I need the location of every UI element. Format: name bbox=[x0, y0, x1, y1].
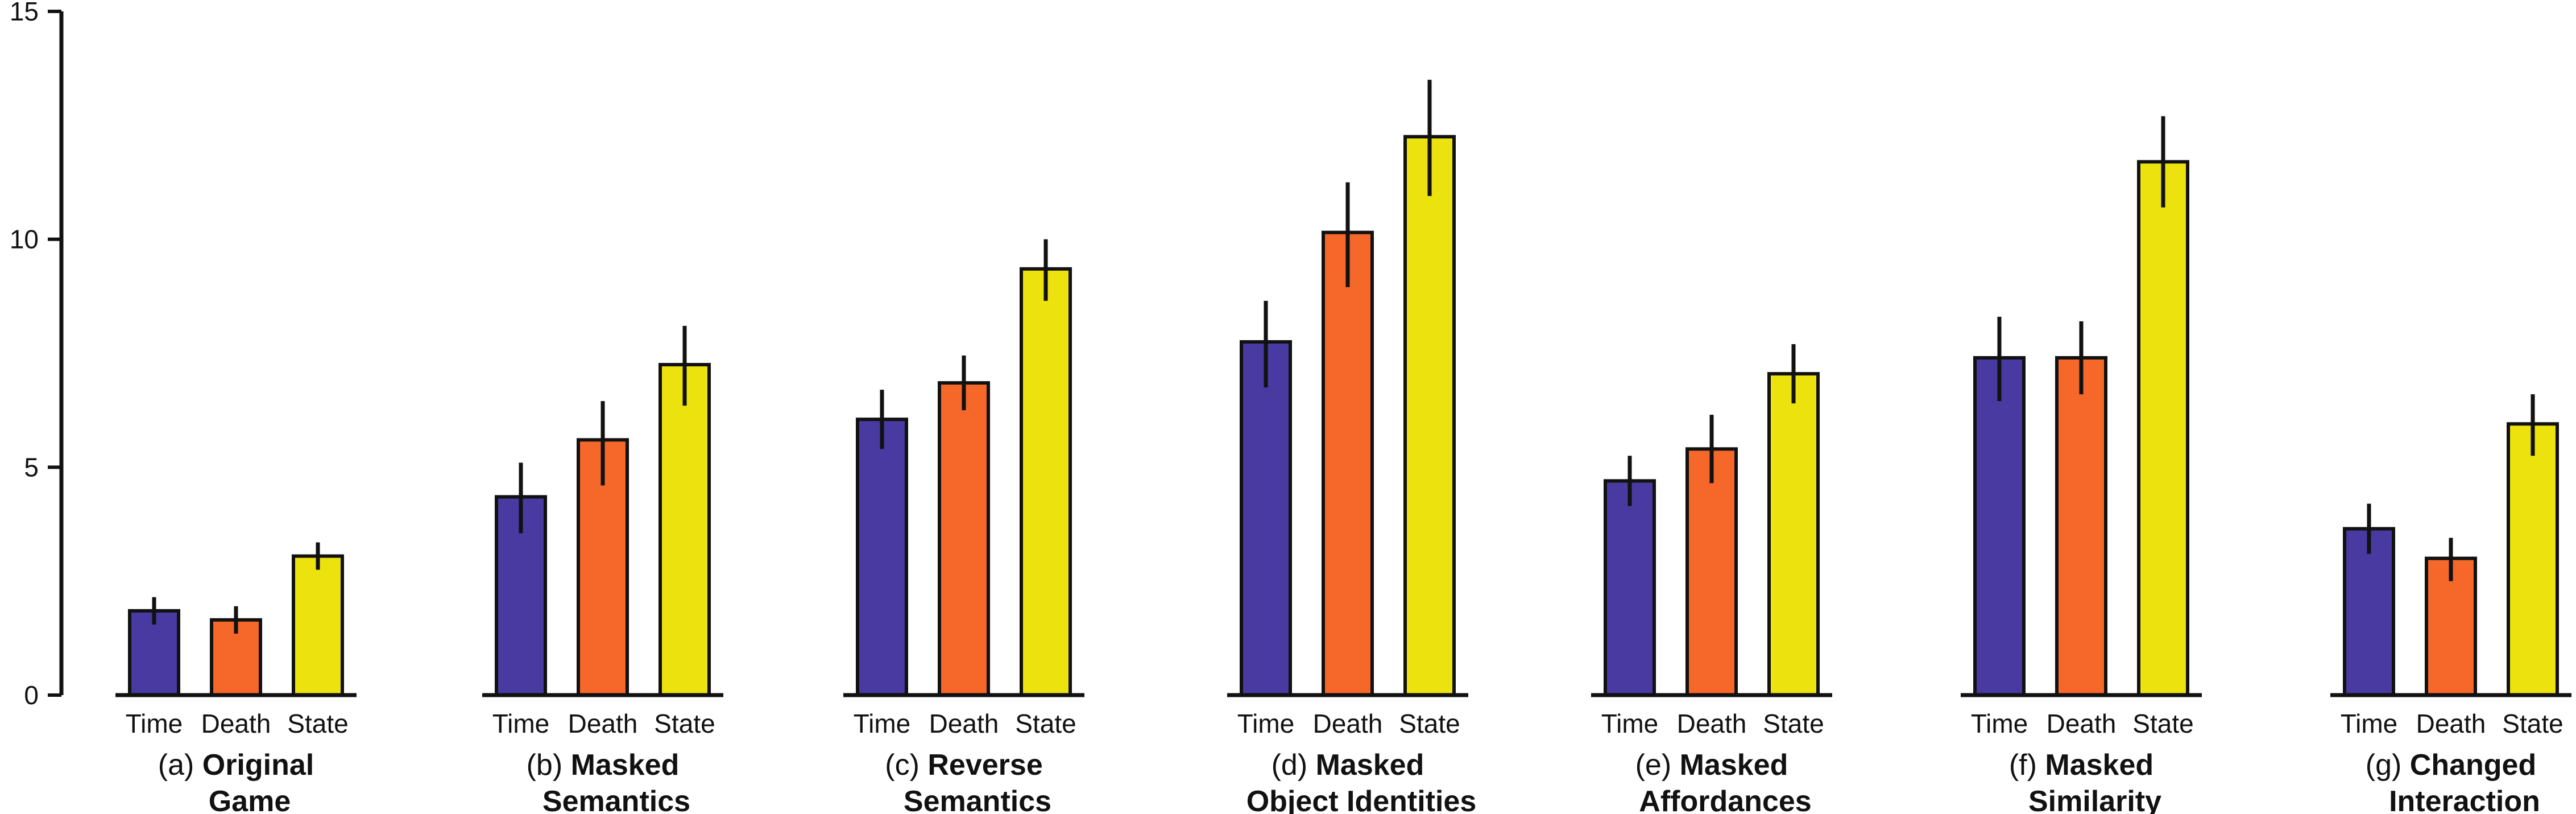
group-caption-line2: Interaction bbox=[2389, 785, 2540, 814]
category-label: State bbox=[2132, 709, 2193, 738]
group-caption-line1: (b) Masked bbox=[527, 749, 680, 782]
bar-state bbox=[1767, 372, 1820, 697]
bar-state bbox=[1403, 135, 1456, 697]
y-tick-label: 15 bbox=[10, 0, 39, 26]
category-label: Time bbox=[1237, 709, 1295, 738]
category-label: Death bbox=[2047, 709, 2117, 738]
group-title: Masked bbox=[2045, 749, 2153, 782]
bar-group: Time Death State (e) Masked Affordances bbox=[1591, 344, 1832, 814]
group-caption-line1: (a) Original bbox=[158, 749, 314, 782]
group-title: Masked bbox=[1680, 749, 1788, 782]
bar-death bbox=[2055, 356, 2107, 697]
group-caption-line2: Affordances bbox=[1639, 785, 1811, 814]
category-label: State bbox=[654, 709, 715, 738]
category-label: Death bbox=[201, 709, 271, 738]
category-label: Time bbox=[1601, 709, 1659, 738]
y-tick-label: 0 bbox=[24, 680, 39, 710]
category-label: Death bbox=[1677, 709, 1747, 738]
bar-state bbox=[659, 363, 711, 697]
group-prefix: (f) bbox=[2009, 749, 2045, 782]
y-tick-label: 10 bbox=[10, 225, 39, 254]
category-label: State bbox=[287, 709, 348, 738]
group-prefix: (c) bbox=[885, 749, 927, 782]
bar-group: Time Death State (a) Original Game bbox=[115, 542, 357, 814]
group-title: Masked bbox=[571, 749, 680, 782]
bar-group: Time Death State (d) Masked Object Identitie… bbox=[1227, 80, 1476, 814]
bar-state bbox=[292, 554, 344, 697]
category-label: State bbox=[2502, 709, 2563, 738]
group-caption-line1: (e) Masked bbox=[1635, 749, 1788, 782]
group-prefix: (e) bbox=[1635, 749, 1680, 782]
group-title: Original bbox=[202, 749, 314, 782]
y-axis: 0 5 10 15 bbox=[10, 0, 64, 710]
bar-state bbox=[2507, 422, 2559, 697]
group-caption-line2: Game bbox=[209, 785, 291, 814]
bar-time bbox=[856, 418, 908, 697]
category-label: Time bbox=[2341, 709, 2398, 738]
group-caption-line2: Object Identities bbox=[1246, 785, 1477, 814]
group-prefix: (d) bbox=[1272, 749, 1316, 782]
category-label: State bbox=[1015, 709, 1076, 738]
category-label: Death bbox=[1313, 709, 1383, 738]
category-label: Death bbox=[2416, 709, 2486, 738]
category-label: Time bbox=[1971, 709, 2028, 738]
bar-death bbox=[938, 381, 990, 697]
group-caption-line2: Semantics bbox=[904, 785, 1051, 814]
bar-death bbox=[1685, 447, 1738, 697]
bar-time bbox=[1604, 479, 1656, 697]
category-label: State bbox=[1399, 709, 1460, 738]
bar-group: Time Death State (b) Masked Semantics bbox=[482, 325, 723, 814]
y-tick-label: 5 bbox=[24, 452, 39, 482]
group-title: Reverse bbox=[927, 749, 1042, 782]
group-caption-line2: Semantics bbox=[542, 785, 690, 814]
group-prefix: (b) bbox=[527, 749, 571, 782]
bar-group: Time Death State (f) Masked Similarity bbox=[1961, 116, 2202, 814]
bar-group: Time Death State (c) Reverse Semantics bbox=[843, 239, 1084, 814]
bar-time bbox=[1973, 356, 2026, 697]
category-label: Death bbox=[929, 709, 999, 738]
group-caption-line1: (g) Changed bbox=[2366, 749, 2536, 782]
group-caption-line1: (c) Reverse bbox=[885, 749, 1042, 782]
category-label: State bbox=[1763, 709, 1824, 738]
chart-groups: Time Death State (a) Original Game Time Death S… bbox=[115, 80, 2571, 814]
category-label: Time bbox=[854, 709, 911, 738]
bar-death bbox=[1322, 230, 1374, 697]
group-title: Masked bbox=[1316, 749, 1424, 782]
group-caption-line1: (d) Masked bbox=[1272, 749, 1424, 782]
category-label: Time bbox=[126, 709, 183, 738]
category-label: Death bbox=[568, 709, 638, 738]
bar-state bbox=[1020, 267, 1072, 697]
bar-state bbox=[2137, 160, 2189, 697]
group-prefix: (a) bbox=[158, 749, 202, 782]
bar-group: Time Death State (g) Changed Interaction bbox=[2330, 394, 2571, 814]
category-label: Time bbox=[492, 709, 550, 738]
group-prefix: (g) bbox=[2366, 749, 2410, 782]
bar-time bbox=[1240, 340, 1292, 697]
group-caption-line2: Similarity bbox=[2028, 785, 2161, 814]
group-title: Changed bbox=[2410, 749, 2536, 782]
group-caption-line1: (f) Masked bbox=[2009, 749, 2153, 782]
